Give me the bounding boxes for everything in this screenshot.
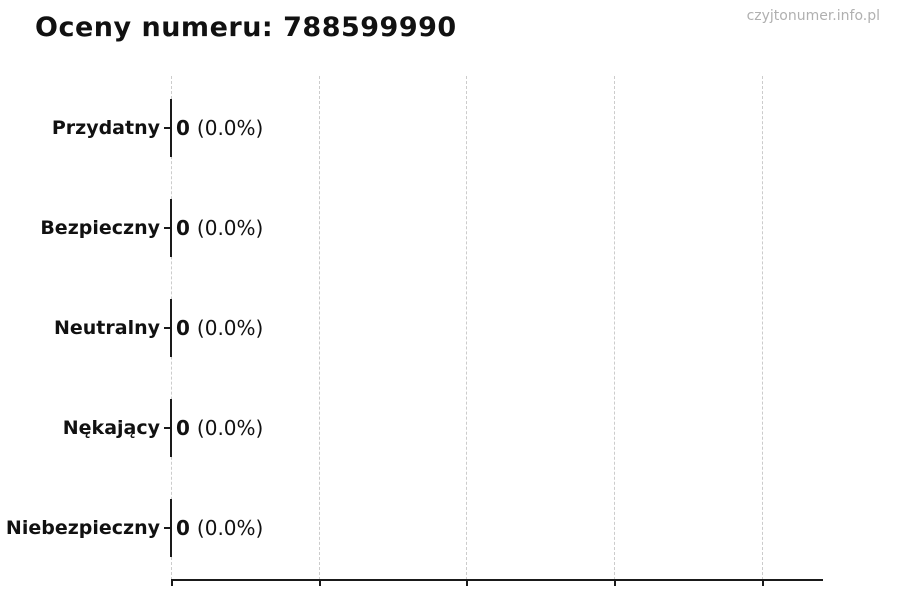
value-percent: (0.0%) — [196, 215, 264, 240]
y-axis-tick — [164, 426, 170, 429]
y-axis-tick — [164, 326, 170, 329]
value-percent: (0.0%) — [196, 115, 264, 140]
value-count: 0 — [176, 315, 190, 340]
value-percent: (0.0%) — [196, 315, 264, 340]
gridline — [466, 76, 467, 580]
category-label: Niebezpieczny — [5, 516, 160, 539]
value-percent: (0.0%) — [196, 515, 264, 540]
value-label: 0 (0.0%) — [176, 316, 263, 340]
category-label: Neutralny — [53, 316, 160, 339]
y-axis-tick — [164, 526, 170, 529]
value-count: 0 — [176, 215, 190, 240]
chart-title: Oceny numeru: 788599990 — [35, 12, 457, 43]
gridline — [614, 76, 615, 580]
x-axis-tick — [614, 581, 616, 586]
value-count: 0 — [176, 115, 190, 140]
watermark-text: czyjtonumer.info.pl — [746, 8, 880, 24]
x-axis-line — [171, 579, 823, 581]
bar-zero-width — [170, 398, 172, 457]
value-label: 0 (0.0%) — [176, 216, 263, 240]
plot-area — [171, 76, 823, 586]
bar-zero-width — [170, 298, 172, 357]
value-label: 0 (0.0%) — [176, 416, 263, 440]
y-axis-tick — [164, 226, 170, 229]
x-axis-tick — [762, 581, 764, 586]
category-label: Nękający — [62, 416, 160, 439]
value-label: 0 (0.0%) — [176, 116, 263, 140]
value-count: 0 — [176, 515, 190, 540]
x-axis-tick — [466, 581, 468, 586]
bar-zero-width — [170, 198, 172, 257]
bar-zero-width — [170, 98, 172, 157]
value-label: 0 (0.0%) — [176, 516, 263, 540]
category-label: Bezpieczny — [40, 216, 160, 239]
x-axis-tick — [171, 581, 173, 586]
value-count: 0 — [176, 415, 190, 440]
x-axis-tick — [319, 581, 321, 586]
category-label: Przydatny — [51, 116, 160, 139]
bar-zero-width — [170, 498, 172, 557]
gridline — [762, 76, 763, 580]
gridline — [319, 76, 320, 580]
value-percent: (0.0%) — [196, 415, 264, 440]
y-axis-tick — [164, 126, 170, 129]
